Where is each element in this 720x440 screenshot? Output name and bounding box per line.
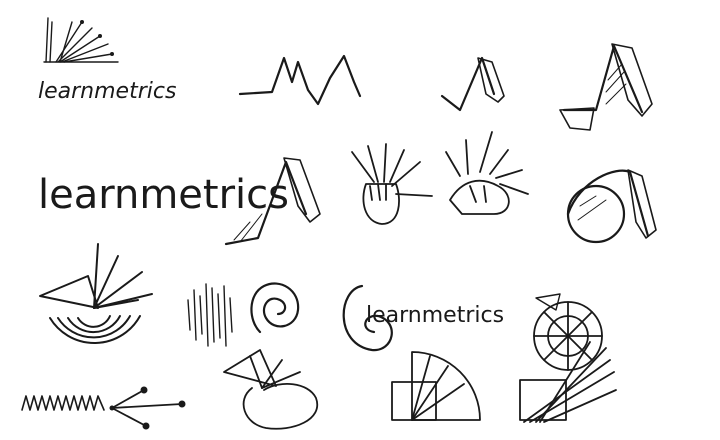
sketch-square-rays xyxy=(519,341,617,423)
sketch-check-pen-large xyxy=(559,43,653,131)
sketch-wordmark-pen-large: learnmetrics xyxy=(38,157,321,246)
wordmark-small: learnmetrics xyxy=(38,79,176,104)
sketch-wave xyxy=(238,54,362,106)
sketch-loop-pen xyxy=(566,169,657,244)
sketch-zigzag-network xyxy=(21,386,186,430)
sketch-square-fan xyxy=(391,351,481,421)
sketch-check-pen-small xyxy=(440,56,505,112)
sketch-wheel xyxy=(533,293,603,371)
sketch-spiral xyxy=(250,282,300,334)
wordmark-large: learnmetrics xyxy=(38,172,289,218)
sketch-fan-blob xyxy=(223,349,319,430)
sketch-hand-burst xyxy=(351,143,433,225)
sketch-hands-burst xyxy=(445,131,529,215)
sketch-wordmark-burst-small: learnmetrics xyxy=(38,17,176,104)
sketch-fan-arcs xyxy=(39,243,153,344)
sketch-wordmark-spiral: learnmetrics xyxy=(342,284,504,352)
sketch-hatch xyxy=(187,283,233,347)
wordmark-spiral: learnmetrics xyxy=(366,303,504,328)
